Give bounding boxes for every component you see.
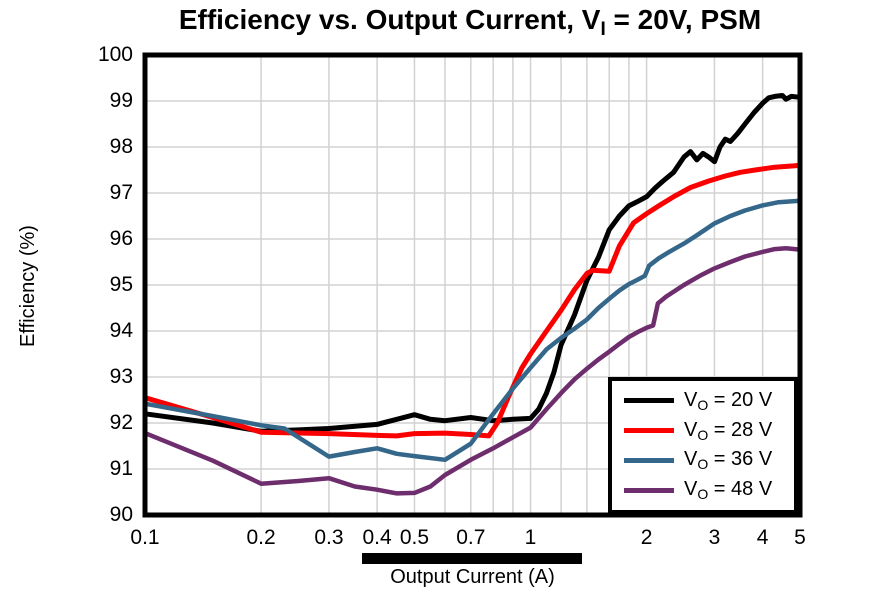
- legend-item-vo-36v: VO = 36 V: [624, 448, 794, 472]
- chart-title-subscript: I: [600, 19, 606, 40]
- x-tick-label: 0.2: [246, 526, 276, 549]
- y-tick-label: 93: [109, 365, 133, 388]
- legend-label: VO = 48 V: [684, 478, 773, 503]
- x-tick-label: 0.3: [314, 526, 344, 549]
- x-tick-label: 0.7: [456, 526, 486, 549]
- series-line-vo-20v: [142, 93, 803, 434]
- legend-line-swatch: [624, 457, 674, 463]
- y-tick-label: 95: [109, 273, 133, 296]
- legend: VO = 20 V VO = 28 V VO = 36 V VO = 48 V: [608, 377, 798, 514]
- y-tick-label: 94: [109, 319, 133, 342]
- x-tick-label: 0.1: [130, 526, 160, 549]
- series-line-vo-36v: [142, 198, 803, 463]
- series-line-vo-28v: [142, 162, 803, 439]
- legend-label: VO = 28 V: [684, 418, 773, 443]
- y-tick-label: 100: [97, 43, 133, 66]
- legend-item-vo-48v: VO = 48 V: [624, 478, 794, 502]
- x-tick-label: 1: [524, 526, 537, 549]
- legend-line-swatch: [624, 428, 674, 434]
- legend-item-vo-20v: VO = 20 V: [624, 389, 794, 413]
- x-axis-label-bar: [362, 553, 582, 564]
- chart-title-suffix: = 20V, PSM: [605, 4, 762, 35]
- series-line-vo-48v: [142, 245, 803, 496]
- chart-title-text: Efficiency vs. Output Current, V: [178, 4, 601, 35]
- legend-item-vo-28v: VO = 28 V: [624, 419, 794, 443]
- gridlines: [145, 55, 800, 515]
- legend-label: VO = 36 V: [684, 448, 773, 473]
- y-tick-label: 96: [109, 227, 133, 250]
- x-tick-label: 0.4: [362, 526, 392, 549]
- y-tick-label: 97: [109, 181, 133, 204]
- plot-frame: [142, 52, 803, 518]
- y-tick-label: 99: [109, 89, 133, 112]
- x-tick-label: 2: [640, 526, 653, 549]
- x-axis-title: Output Current (A): [390, 566, 555, 588]
- x-tick-label: 0.5: [399, 526, 430, 549]
- y-tick-label: 92: [109, 411, 133, 434]
- legend-label: VO = 20 V: [684, 388, 773, 413]
- x-tick-label: 5: [794, 526, 806, 549]
- chart-title: Efficiency vs. Output Current, VI = 20V,…: [100, 4, 840, 41]
- legend-line-swatch: [624, 487, 674, 493]
- y-tick-label: 90: [109, 503, 133, 526]
- x-tick-label: 3: [708, 526, 721, 549]
- legend-line-swatch: [624, 398, 674, 404]
- y-tick-label: 98: [109, 135, 133, 158]
- x-tick-label: 4: [756, 526, 769, 549]
- y-tick-label: 91: [109, 457, 133, 480]
